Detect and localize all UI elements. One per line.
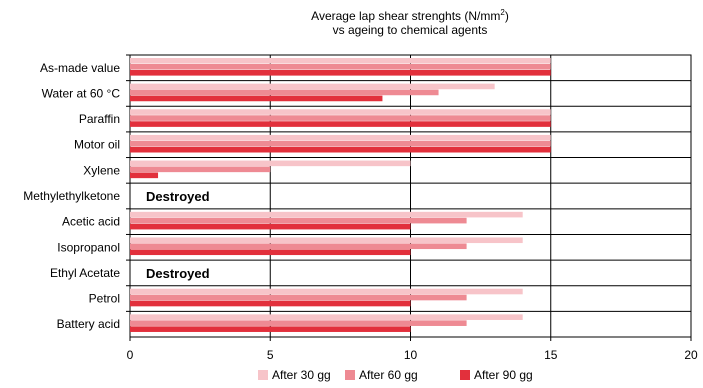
bar-after-60-gg: [130, 115, 551, 121]
bar-after-60-gg: [130, 294, 467, 301]
x-tick-label: 5: [267, 348, 274, 362]
x-tick-label: 15: [544, 348, 558, 362]
x-tick-label: 20: [684, 348, 698, 362]
destroyed-annotation: Destroyed: [146, 266, 210, 281]
category-label: Motor oil: [74, 138, 120, 152]
bar-after-60-gg: [130, 140, 551, 147]
legend-label: After 30 gg: [272, 368, 331, 382]
bar-after-60-gg: [130, 89, 439, 96]
bar-after-90-gg: [130, 326, 411, 332]
legend-swatch: [460, 370, 470, 380]
legend-swatch: [258, 370, 268, 380]
category-label: Isopropanol: [57, 240, 120, 254]
bar-after-30-gg: [130, 211, 523, 218]
bar-after-60-gg: [130, 243, 467, 250]
bar-after-90-gg: [130, 172, 159, 179]
category-label: Battery acid: [57, 317, 120, 331]
bar-after-90-gg: [130, 223, 411, 230]
bar-after-30-gg: [130, 160, 411, 167]
chart-title-line-2: vs ageing to chemical agents: [332, 23, 488, 37]
bar-after-30-gg: [130, 83, 495, 90]
category-label: Petrol: [89, 292, 120, 306]
bar-after-90-gg: [130, 249, 411, 256]
title-text: Average lap shear strenghts (N/mm: [311, 9, 501, 23]
legend-label: After 60 gg: [359, 368, 418, 382]
bar-after-90-gg: [130, 95, 383, 102]
bar-after-90-gg: [130, 300, 411, 307]
category-label: Ethyl Acetate: [50, 266, 120, 280]
bar-after-60-gg: [130, 64, 551, 70]
chart-title: Average lap shear strenghts (N/mm2) vs a…: [130, 8, 690, 38]
bar-after-60-gg: [130, 217, 467, 224]
title-text-end: ): [504, 9, 509, 23]
bar-after-30-gg: [130, 314, 523, 320]
x-tick-label: 10: [404, 348, 418, 362]
plot-frame: [129, 54, 692, 338]
category-label: Acetic acid: [62, 215, 120, 229]
bar-after-90-gg: [130, 121, 551, 127]
legend-item: After 30 gg: [258, 368, 331, 382]
category-label: As-made value: [40, 61, 120, 75]
legend-item: After 60 gg: [345, 368, 418, 382]
category-label: Xylene: [83, 163, 120, 177]
category-label: Methylethylketone: [23, 189, 120, 203]
bar-after-30-gg: [130, 288, 523, 295]
bar-after-30-gg: [130, 58, 551, 64]
x-tick-label: 0: [127, 348, 134, 362]
category-label: Paraffin: [79, 112, 120, 126]
bar-after-60-gg: [130, 166, 271, 173]
legend-item: After 90 gg: [460, 368, 533, 382]
title-superscript: 2: [500, 8, 505, 17]
bar-after-30-gg: [130, 109, 551, 115]
bar-after-90-gg: [130, 70, 551, 76]
chart-title-line-1: Average lap shear strenghts (N/mm2): [130, 8, 690, 24]
chart-legend: After 30 gg After 60 gg After 90 gg: [0, 368, 703, 384]
bar-after-90-gg: [130, 146, 551, 153]
bar-after-30-gg: [130, 134, 551, 141]
category-label: Water at 60 °C: [42, 86, 121, 100]
legend-label: After 90 gg: [474, 368, 533, 382]
bar-after-30-gg: [130, 237, 523, 244]
bar-after-60-gg: [130, 320, 467, 326]
destroyed-annotation: Destroyed: [146, 189, 210, 204]
legend-swatch: [345, 370, 355, 380]
